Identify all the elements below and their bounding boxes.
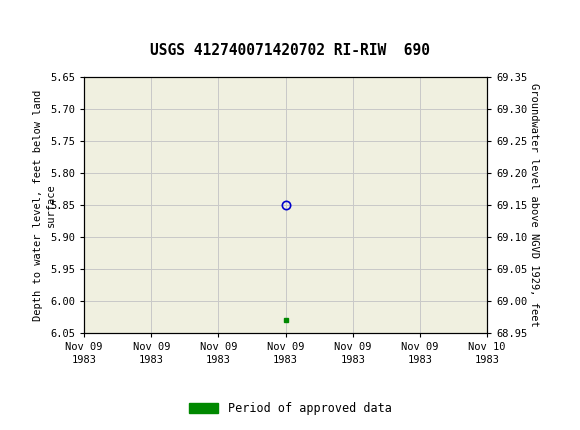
Y-axis label: Groundwater level above NGVD 1929, feet: Groundwater level above NGVD 1929, feet [530,83,539,327]
Legend: Period of approved data: Period of approved data [184,397,396,420]
Y-axis label: Depth to water level, feet below land
surface: Depth to water level, feet below land su… [33,90,56,321]
Text: USGS 412740071420702 RI-RIW  690: USGS 412740071420702 RI-RIW 690 [150,43,430,58]
Text: USGS: USGS [26,12,81,29]
Text: ≡: ≡ [5,9,26,32]
